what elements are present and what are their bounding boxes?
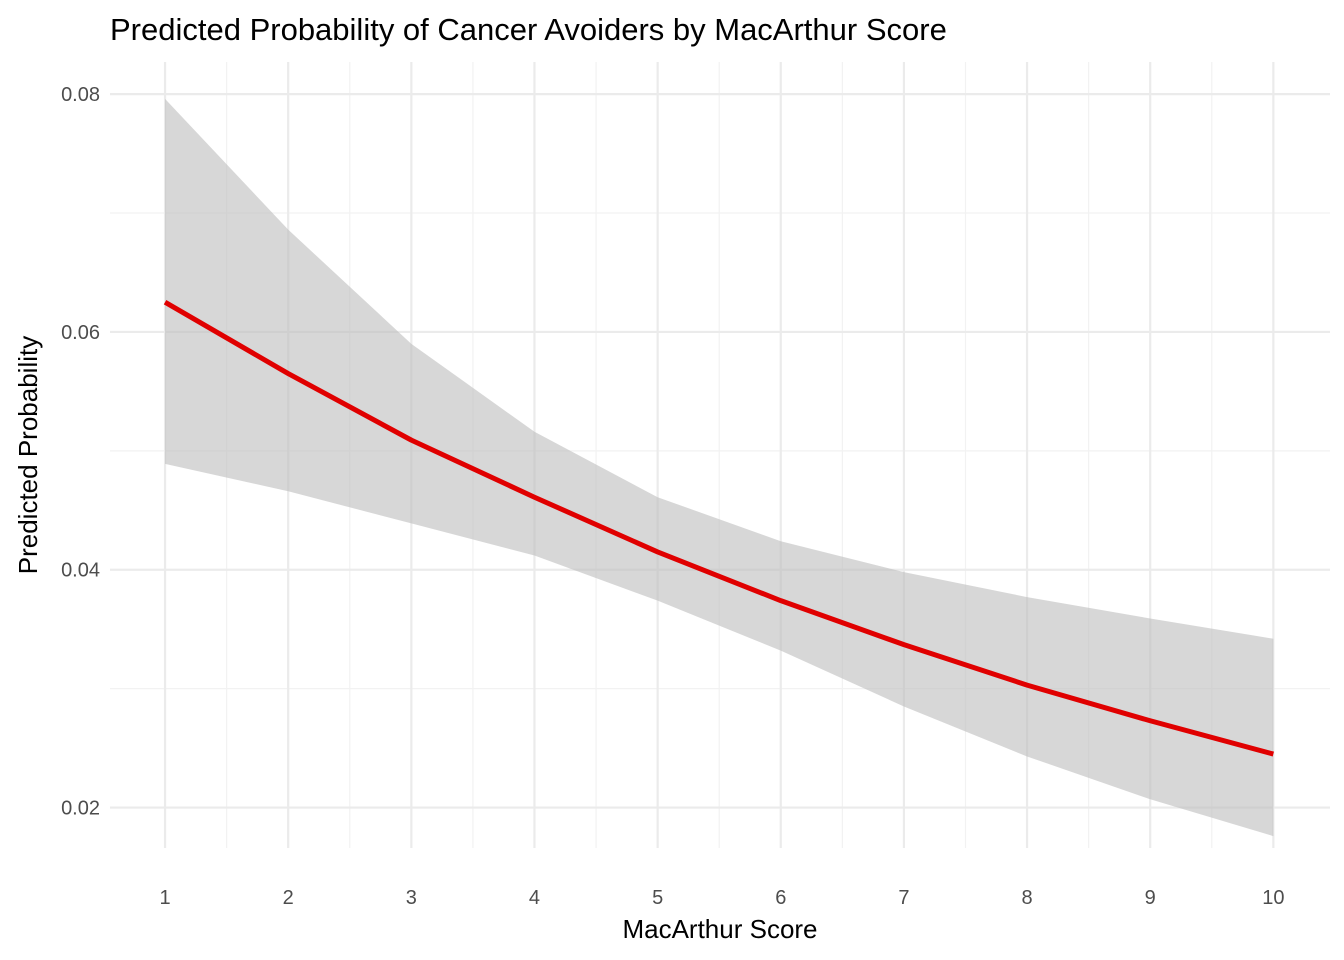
y-tick-label: 0.08 (61, 84, 100, 106)
y-tick-label: 0.02 (61, 798, 100, 820)
confidence-ribbon (165, 98, 1274, 837)
x-tick-label: 10 (1262, 887, 1284, 909)
x-tick-label: 5 (652, 887, 663, 909)
x-tick-label: 3 (406, 887, 417, 909)
x-tick-label: 9 (1145, 887, 1156, 909)
x-tick-label: 1 (159, 887, 170, 909)
x-tick-label: 2 (283, 887, 294, 909)
y-axis-label: Predicted Probability (13, 336, 43, 574)
x-tick-label: 8 (1022, 887, 1033, 909)
chart-title: Predicted Probability of Cancer Avoiders… (110, 12, 947, 47)
x-tick-label: 4 (529, 887, 540, 909)
x-axis-label: MacArthur Score (622, 914, 817, 944)
y-tick-label: 0.04 (61, 560, 100, 582)
series-line (163, 300, 1275, 757)
y-tick-labels: 0.02 0.04 0.06 0.08 (61, 84, 100, 819)
series-lines (163, 300, 1275, 757)
y-tick-label: 0.06 (61, 322, 100, 344)
ribbon-area (165, 98, 1274, 837)
x-tick-label: 7 (898, 887, 909, 909)
x-tick-label: 6 (775, 887, 786, 909)
x-tick-labels: 1 2 3 4 5 6 7 8 9 10 (159, 887, 1284, 909)
